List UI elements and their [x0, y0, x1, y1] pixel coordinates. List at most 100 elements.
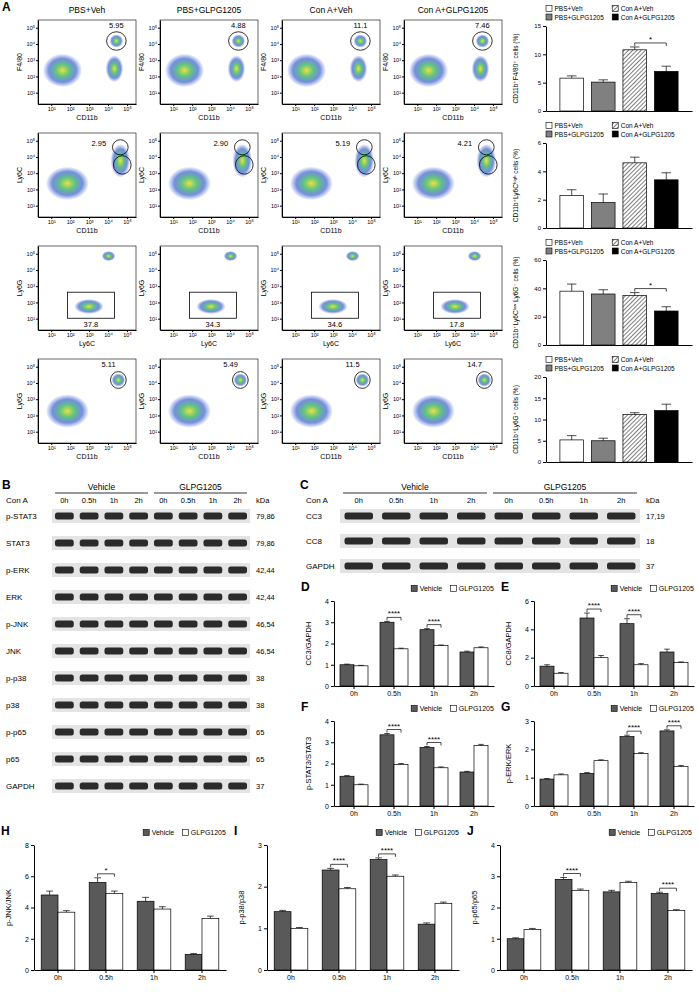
- group-underline: [493, 493, 637, 494]
- y-axis: 01234: [491, 842, 500, 974]
- flow-plot: 5.4910¹10²10³10⁴10⁵10¹10²10³10⁴10⁵CD11bL…: [138, 359, 259, 460]
- x-axis: 10¹10²10³10⁴10⁵: [39, 443, 137, 451]
- tick-mark: [543, 111, 546, 112]
- band: [80, 756, 99, 763]
- bar: [554, 673, 568, 686]
- significance-label: ****: [566, 866, 578, 875]
- y-tick: 3: [258, 842, 267, 849]
- tick-mark: [402, 302, 404, 303]
- x-tick: 2h: [470, 806, 478, 817]
- tick-mark: [36, 28, 38, 29]
- flow-plot: 11.510¹10²10³10⁴10⁵10¹10²10³10⁴10⁵CD11bL…: [260, 359, 381, 460]
- legend-item: Vehicle: [411, 585, 442, 592]
- blot-strip: [52, 536, 250, 550]
- error-bar: [142, 897, 149, 901]
- blot-strip: [52, 590, 250, 604]
- error-bar: [384, 621, 390, 623]
- y-tick: 10⁴: [271, 41, 282, 47]
- tick-label: 40: [534, 286, 541, 292]
- tick-mark: [36, 141, 38, 142]
- bar: [634, 665, 648, 686]
- y-axis-title: p-p38/p38: [237, 891, 246, 925]
- band: [129, 756, 148, 763]
- density-cloud: [46, 167, 89, 201]
- x-axis: [547, 345, 693, 346]
- y-tick: 10³: [393, 170, 404, 176]
- tick-mark: [543, 398, 546, 399]
- tick-mark: [543, 143, 546, 144]
- tick-label: 10⁵: [123, 219, 131, 225]
- y-axis: 10¹10²10³10⁴10⁵: [27, 134, 39, 218]
- tick-mark: [31, 908, 34, 909]
- tick-label: 2h: [198, 974, 206, 981]
- legend-label: GLPG1205: [191, 829, 226, 836]
- band: [80, 621, 99, 628]
- bar: [591, 294, 615, 345]
- x-axis: 10¹10²10³10⁴10⁵: [283, 330, 381, 338]
- plot-frame: [160, 133, 258, 217]
- tick-label: 3: [325, 739, 329, 746]
- legend-item: GLPG1205: [415, 829, 459, 836]
- band: [179, 729, 198, 736]
- x-axis: 0h0.5h1h2h: [535, 806, 695, 817]
- tick-label: 10⁵: [489, 445, 497, 451]
- band: [80, 567, 99, 574]
- x-axis: 10¹10²10³10⁴10⁵: [405, 443, 503, 451]
- tick-label: 10⁵: [149, 138, 157, 144]
- tick-label: 10²: [311, 332, 319, 338]
- y-tick: 1: [491, 935, 500, 942]
- band: [80, 783, 99, 790]
- x-tick: 10¹: [170, 443, 178, 451]
- tick-mark: [402, 157, 404, 158]
- tick-mark: [36, 173, 38, 174]
- error-bar: [567, 190, 576, 196]
- axis-line: [161, 443, 259, 444]
- tick-mark: [158, 206, 160, 207]
- western-blot: Vehicle0h0.5h1h2hGLPG12050h0.5h1h2hCon A…: [306, 482, 665, 573]
- error-bar: [584, 613, 590, 618]
- cell-density: [290, 372, 370, 428]
- blot-strip: [340, 559, 640, 573]
- row-label: p-JNK: [6, 620, 29, 629]
- bar: [674, 663, 688, 686]
- x-axis: 0h0.5h1h2h: [335, 806, 495, 817]
- blot-strip: [52, 644, 250, 658]
- x-axis-title: CD11b: [198, 114, 219, 121]
- bar: [651, 893, 668, 970]
- y-tick: 10²: [393, 187, 404, 193]
- tick-mark: [280, 302, 282, 303]
- tick-label: 10⁴: [271, 267, 280, 273]
- band: [154, 594, 173, 601]
- tick-label: 0.5h: [565, 974, 579, 981]
- tick-label: 10⁴: [226, 219, 235, 225]
- tick-label: 1: [525, 774, 529, 781]
- error-bar: [440, 902, 447, 903]
- tick-mark: [402, 76, 404, 77]
- x-tick: 10⁴: [104, 217, 113, 225]
- group-header: Vehicle: [88, 482, 116, 492]
- error-bar: [544, 665, 550, 666]
- tick-mark: [554, 686, 555, 689]
- tick-label: 10⁵: [245, 445, 253, 451]
- tick-label: 10¹: [27, 203, 35, 209]
- x-tick: 10⁴: [348, 330, 357, 338]
- x-tick: 10¹: [292, 217, 300, 225]
- time-label: 1h: [430, 496, 438, 505]
- bar-chart: 012340h0.5h1h2h********: [491, 842, 692, 981]
- x-tick: 10¹: [292, 104, 300, 112]
- density-cloud: [350, 55, 368, 82]
- plot-frame: [404, 246, 502, 330]
- tick-label: 0.5h: [387, 690, 401, 697]
- tick-label: 4: [525, 626, 529, 633]
- kda-label: 37: [256, 782, 264, 791]
- tick-label: 10³: [27, 396, 35, 402]
- time-label: 0.5h: [181, 496, 196, 505]
- legend-label: PBS+GLPG1205: [555, 131, 605, 138]
- tick-mark: [339, 970, 340, 973]
- row-label: p65: [6, 755, 20, 764]
- x-axis-title: CD11b: [76, 114, 97, 121]
- x-tick: 0h: [550, 686, 558, 697]
- band: [345, 563, 374, 570]
- legend-label: PBS+Veh: [555, 356, 583, 363]
- y-tick: 3: [325, 739, 334, 746]
